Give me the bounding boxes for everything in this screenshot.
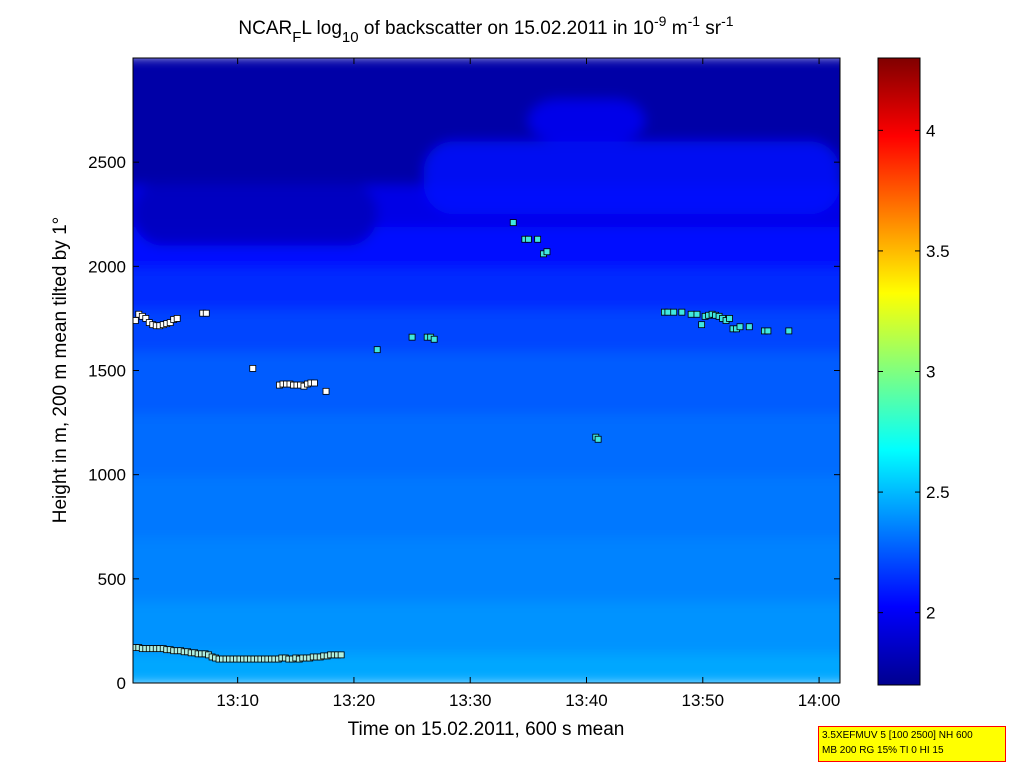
backscatter-heatmap — [133, 58, 840, 683]
cloud-marker — [524, 235, 532, 243]
heatmap-band — [133, 597, 840, 654]
cloud-marker — [311, 379, 318, 387]
cloud-marker — [133, 317, 139, 324]
cloud-marker — [726, 315, 733, 322]
cloud-marker — [202, 309, 210, 317]
cloud-marker — [373, 346, 381, 354]
cloud-marker — [745, 323, 753, 331]
cloud-marker — [337, 651, 345, 659]
heatmap-band — [133, 347, 840, 415]
colorbar-axis: 2 2.5 3 3.5 4 — [878, 121, 950, 623]
cloud-marker — [785, 327, 793, 335]
cloud-marker — [670, 308, 678, 316]
x-tick-label: 13:20 — [333, 691, 376, 710]
settings-info-box: 3.5XEFMUV 5 [100 2500] NH 600 MB 200 RG … — [818, 726, 1006, 762]
cloud-marker — [322, 387, 330, 395]
cloud-marker — [764, 327, 772, 335]
heatmap-band — [133, 649, 840, 683]
info-line-2: MB 200 RG 15% TI 0 HI 15 — [822, 745, 944, 756]
x-tick-label: 13:30 — [449, 691, 492, 710]
heatmap-band — [133, 264, 840, 310]
cloud-marker — [687, 310, 695, 318]
heatmap-band — [133, 535, 840, 602]
cloud-marker — [664, 308, 672, 316]
cloud-layer — [133, 183, 378, 246]
cloud-marker — [594, 435, 602, 443]
heatmap-band — [133, 410, 840, 477]
cloud-marker — [430, 335, 438, 343]
y-tick-label: 0 — [117, 674, 126, 693]
colorbar-tick-label: 3.5 — [926, 242, 950, 261]
cloud-marker — [142, 315, 150, 322]
cloud-marker — [678, 308, 686, 316]
x-tick-label: 13:40 — [565, 691, 608, 710]
x-tick-label: 13:10 — [216, 691, 259, 710]
x-tick-label: 14:00 — [798, 691, 841, 710]
y-tick-label: 2500 — [88, 153, 126, 172]
cloud-marker — [173, 315, 181, 322]
cloud-marker — [543, 248, 551, 256]
cloud-marker — [698, 321, 706, 329]
cloud-marker — [693, 310, 701, 318]
x-tick-label: 13:50 — [682, 691, 725, 710]
colorbar-tick-label: 2.5 — [926, 483, 950, 502]
y-axis: 0 500 1000 1500 2000 2500 — [88, 153, 840, 693]
colorbar-tick-label: 4 — [926, 121, 935, 140]
chart-title: NCARFL log10 of backscatter on 15.02.201… — [238, 13, 733, 46]
cloud-marker-group — [133, 219, 793, 663]
cloud-marker — [249, 365, 257, 372]
colorbar — [877, 57, 921, 686]
x-axis-label: Time on 15.02.2011, 600 s mean — [348, 719, 625, 740]
cloud-marker — [509, 219, 517, 226]
y-axis-label: Height in m, 200 m mean tilted by 1° — [50, 217, 71, 523]
y-tick-label: 1500 — [88, 362, 126, 381]
cloud-marker — [408, 333, 416, 341]
cloud-layer — [528, 99, 645, 142]
y-tick-label: 1000 — [88, 466, 126, 485]
x-axis: 13:10 13:20 13:30 13:40 13:50 14:00 — [216, 58, 840, 710]
y-tick-label: 500 — [98, 570, 126, 589]
heatmap-band — [133, 472, 840, 540]
y-tick-label: 2000 — [88, 257, 126, 276]
colorbar-tick-label: 2 — [926, 604, 935, 623]
cloud-marker — [534, 235, 542, 243]
cloud-marker — [736, 323, 744, 331]
info-line-1: 3.5XEFMUV 5 [100 2500] NH 600 — [822, 730, 973, 741]
cloud-layer — [423, 141, 840, 215]
colorbar-tick-label: 3 — [926, 363, 935, 382]
